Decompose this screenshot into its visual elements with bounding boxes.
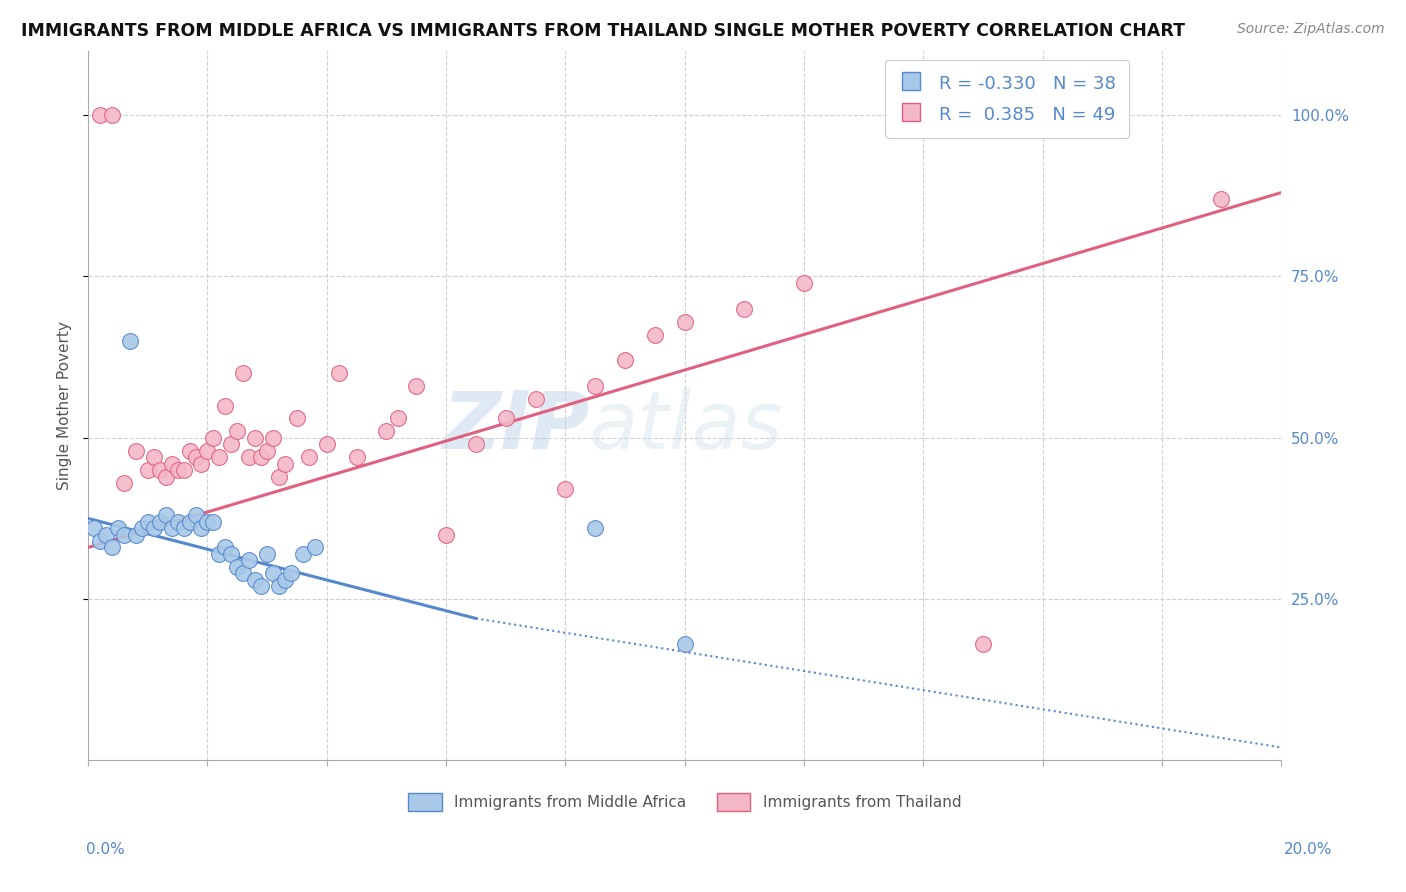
Point bbox=[972, 637, 994, 651]
Point bbox=[238, 553, 260, 567]
Point bbox=[733, 301, 755, 316]
Point bbox=[673, 637, 696, 651]
Point bbox=[160, 457, 183, 471]
Point bbox=[405, 379, 427, 393]
Point bbox=[243, 431, 266, 445]
Point bbox=[83, 521, 105, 535]
Point bbox=[232, 366, 254, 380]
Point bbox=[214, 541, 236, 555]
Point bbox=[274, 457, 297, 471]
Point bbox=[160, 521, 183, 535]
Point bbox=[173, 463, 195, 477]
Point bbox=[101, 541, 124, 555]
Point bbox=[166, 463, 188, 477]
Point bbox=[112, 527, 135, 541]
Point bbox=[142, 450, 165, 464]
Point bbox=[125, 443, 148, 458]
Text: Source: ZipAtlas.com: Source: ZipAtlas.com bbox=[1237, 22, 1385, 37]
Point bbox=[262, 431, 284, 445]
Point bbox=[208, 450, 231, 464]
Text: IMMIGRANTS FROM MIDDLE AFRICA VS IMMIGRANTS FROM THAILAND SINGLE MOTHER POVERTY : IMMIGRANTS FROM MIDDLE AFRICA VS IMMIGRA… bbox=[21, 22, 1185, 40]
Point bbox=[267, 469, 290, 483]
Point bbox=[262, 566, 284, 581]
Point bbox=[107, 521, 129, 535]
Point bbox=[179, 443, 201, 458]
Point bbox=[173, 521, 195, 535]
Point bbox=[464, 437, 486, 451]
Text: ZIP: ZIP bbox=[441, 388, 589, 466]
Point bbox=[166, 515, 188, 529]
Y-axis label: Single Mother Poverty: Single Mother Poverty bbox=[58, 321, 72, 490]
Point bbox=[214, 399, 236, 413]
Point bbox=[89, 108, 111, 122]
Point bbox=[184, 450, 207, 464]
Text: 0.0%: 0.0% bbox=[86, 842, 125, 856]
Point bbox=[346, 450, 368, 464]
Point bbox=[375, 425, 398, 439]
Text: 20.0%: 20.0% bbox=[1284, 842, 1331, 856]
Point bbox=[179, 515, 201, 529]
Point bbox=[208, 547, 231, 561]
Point bbox=[226, 425, 249, 439]
Point bbox=[243, 573, 266, 587]
Point bbox=[524, 392, 547, 406]
Point bbox=[136, 515, 159, 529]
Point bbox=[190, 521, 212, 535]
Point bbox=[202, 515, 225, 529]
Point bbox=[149, 463, 172, 477]
Point bbox=[554, 483, 576, 497]
Point bbox=[226, 559, 249, 574]
Point bbox=[238, 450, 260, 464]
Point bbox=[94, 527, 117, 541]
Point bbox=[250, 450, 273, 464]
Point bbox=[304, 541, 326, 555]
Point bbox=[232, 566, 254, 581]
Point bbox=[387, 411, 409, 425]
Point bbox=[155, 469, 177, 483]
Point bbox=[256, 443, 278, 458]
Point bbox=[202, 431, 225, 445]
Point bbox=[112, 475, 135, 490]
Point bbox=[285, 411, 308, 425]
Point bbox=[673, 315, 696, 329]
Point bbox=[125, 527, 148, 541]
Point bbox=[149, 515, 172, 529]
Point bbox=[250, 579, 273, 593]
Point bbox=[291, 547, 314, 561]
Point bbox=[118, 334, 141, 348]
Point bbox=[101, 108, 124, 122]
Point bbox=[136, 463, 159, 477]
Point bbox=[142, 521, 165, 535]
Point bbox=[315, 437, 337, 451]
Point bbox=[267, 579, 290, 593]
Point bbox=[583, 521, 606, 535]
Point bbox=[256, 547, 278, 561]
Point bbox=[155, 508, 177, 523]
Point bbox=[280, 566, 302, 581]
Point bbox=[184, 508, 207, 523]
Point bbox=[89, 534, 111, 549]
Point bbox=[190, 457, 212, 471]
Point bbox=[328, 366, 350, 380]
Point bbox=[221, 437, 243, 451]
Point bbox=[614, 353, 637, 368]
Point bbox=[131, 521, 153, 535]
Point bbox=[274, 573, 297, 587]
Point bbox=[197, 515, 219, 529]
Point bbox=[1211, 192, 1233, 206]
Point bbox=[221, 547, 243, 561]
Point bbox=[434, 527, 457, 541]
Point bbox=[495, 411, 517, 425]
Point bbox=[583, 379, 606, 393]
Text: atlas: atlas bbox=[589, 388, 785, 466]
Point bbox=[793, 276, 815, 290]
Point bbox=[197, 443, 219, 458]
Point bbox=[644, 327, 666, 342]
Point bbox=[298, 450, 321, 464]
Legend: Immigrants from Middle Africa, Immigrants from Thailand: Immigrants from Middle Africa, Immigrant… bbox=[402, 787, 967, 816]
